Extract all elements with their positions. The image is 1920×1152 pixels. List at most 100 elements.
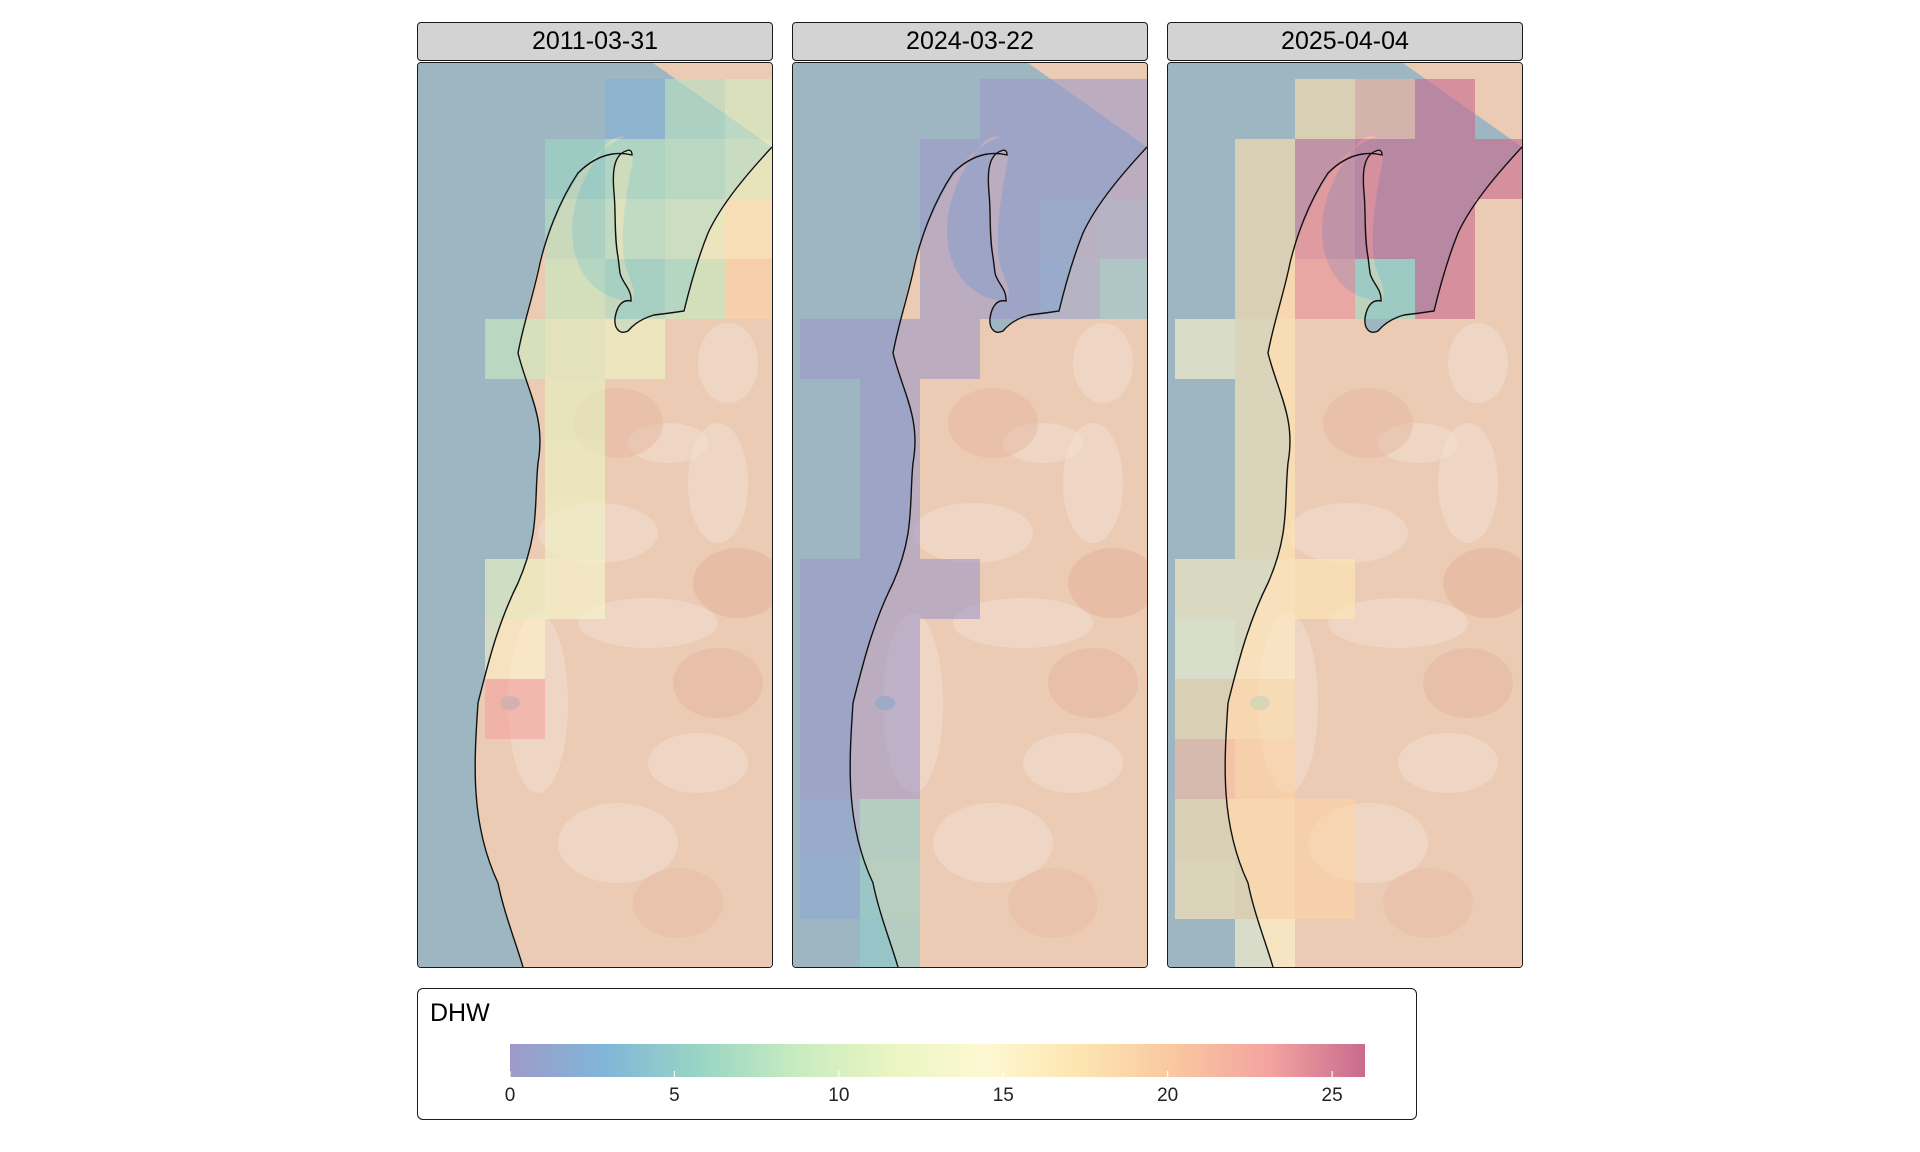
dhw-cell	[1100, 199, 1147, 259]
terrain-patch	[688, 423, 748, 543]
terrain-patch	[913, 503, 1033, 563]
map-svg-3	[1168, 63, 1522, 967]
dhw-cell	[545, 439, 605, 499]
dhw-cell	[800, 619, 860, 679]
dhw-cell	[1100, 139, 1147, 199]
dhw-cell	[1175, 799, 1235, 859]
terrain-patch	[633, 868, 723, 938]
dhw-cell	[860, 859, 920, 919]
dhw-cell	[605, 199, 665, 259]
dhw-cell	[860, 739, 920, 799]
dhw-cell	[1355, 199, 1415, 259]
map-area-2	[792, 62, 1148, 968]
map-svg-1	[418, 63, 772, 967]
dhw-cell	[1040, 139, 1100, 199]
dhw-cell	[545, 199, 605, 259]
dhw-cell	[1415, 259, 1475, 319]
dhw-cell	[545, 319, 605, 379]
coastline	[1224, 146, 1522, 967]
dhw-cell	[1235, 859, 1295, 919]
dhw-cell	[725, 259, 772, 319]
terrain-patch	[648, 733, 748, 793]
terrain-patch	[1068, 548, 1147, 618]
dhw-cell	[980, 259, 1040, 319]
dhw-cell	[1175, 559, 1235, 619]
terrain-patch	[1063, 423, 1123, 543]
dhw-cell	[1415, 199, 1475, 259]
dhw-cell	[1175, 859, 1235, 919]
dhw-cell	[1295, 139, 1355, 199]
dhw-cell	[545, 379, 605, 439]
dhw-cell	[1295, 799, 1355, 859]
terrain-patch	[1008, 868, 1098, 938]
dhw-cell	[725, 139, 772, 199]
dhw-cell	[920, 319, 980, 379]
dhw-cell	[545, 139, 605, 199]
map-area-3	[1167, 62, 1523, 968]
dhw-cell	[725, 199, 772, 259]
terrain-patch	[673, 648, 763, 718]
terrain-patch	[953, 598, 1093, 648]
dhw-cell	[605, 319, 665, 379]
dhw-cell	[1355, 259, 1415, 319]
map-svg-2	[793, 63, 1147, 967]
terrain-patch	[1423, 648, 1513, 718]
dhw-cell	[920, 139, 980, 199]
dhw-cell	[1295, 79, 1355, 139]
terrain-patch	[1443, 548, 1522, 618]
dhw-cell	[605, 139, 665, 199]
dhw-cell	[800, 679, 860, 739]
dhw-cell	[1235, 439, 1295, 499]
dhw-cell	[920, 559, 980, 619]
facet-label-2: 2024-03-22	[792, 22, 1148, 61]
dhw-cell	[485, 319, 545, 379]
dhw-cell	[1235, 199, 1295, 259]
terrain-patch	[1383, 868, 1473, 938]
colorbar: 0 5 10 15 20 25	[505, 1044, 1365, 1106]
dhw-cell	[1040, 259, 1100, 319]
dhw-cell	[1235, 619, 1295, 679]
map-area-1	[417, 62, 773, 968]
dhw-cell	[1235, 319, 1295, 379]
terrain-patch	[1288, 503, 1408, 563]
terrain-patch	[578, 598, 718, 648]
dhw-cell	[1295, 259, 1355, 319]
dhw-cell	[1175, 679, 1235, 739]
dhw-cell	[725, 79, 772, 139]
dhw-cell	[1475, 139, 1522, 199]
colorbar-tick-label: 15	[993, 1085, 1014, 1106]
colorbar-tick-label: 25	[1322, 1085, 1343, 1106]
dhw-cell	[860, 619, 920, 679]
dhw-cell	[1295, 859, 1355, 919]
dhw-cell	[1295, 199, 1355, 259]
terrain-patch	[1048, 648, 1138, 718]
dhw-cell	[545, 259, 605, 319]
facet-label-3: 2025-04-04	[1167, 22, 1523, 61]
colorbar-gradient	[510, 1044, 1365, 1077]
dhw-cell	[1235, 679, 1295, 739]
legend-title: DHW	[430, 999, 490, 1027]
dhw-cell	[1415, 79, 1475, 139]
dhw-cell	[1415, 139, 1475, 199]
dhw-cell	[920, 259, 980, 319]
terrain-patch	[933, 803, 1053, 883]
terrain-patch	[948, 388, 1038, 458]
dhw-cell	[605, 259, 665, 319]
colorbar-tick-label: 0	[505, 1085, 516, 1106]
dhw-cell	[1100, 79, 1147, 139]
terrain-patch	[693, 548, 772, 618]
dhw-cell	[1040, 79, 1100, 139]
dhw-cell	[860, 319, 920, 379]
dhw-cell	[545, 499, 605, 559]
dhw-cell	[1355, 79, 1415, 139]
dhw-cell	[1235, 739, 1295, 799]
dhw-cell	[860, 679, 920, 739]
dhw-cell	[545, 559, 605, 619]
dhw-cell	[1295, 559, 1355, 619]
dhw-cell	[1355, 139, 1415, 199]
terrain-patch	[1323, 388, 1413, 458]
terrain-patch	[1438, 423, 1498, 543]
dhw-cell	[1175, 619, 1235, 679]
dhw-cell	[1100, 259, 1147, 319]
terrain-patch	[558, 803, 678, 883]
